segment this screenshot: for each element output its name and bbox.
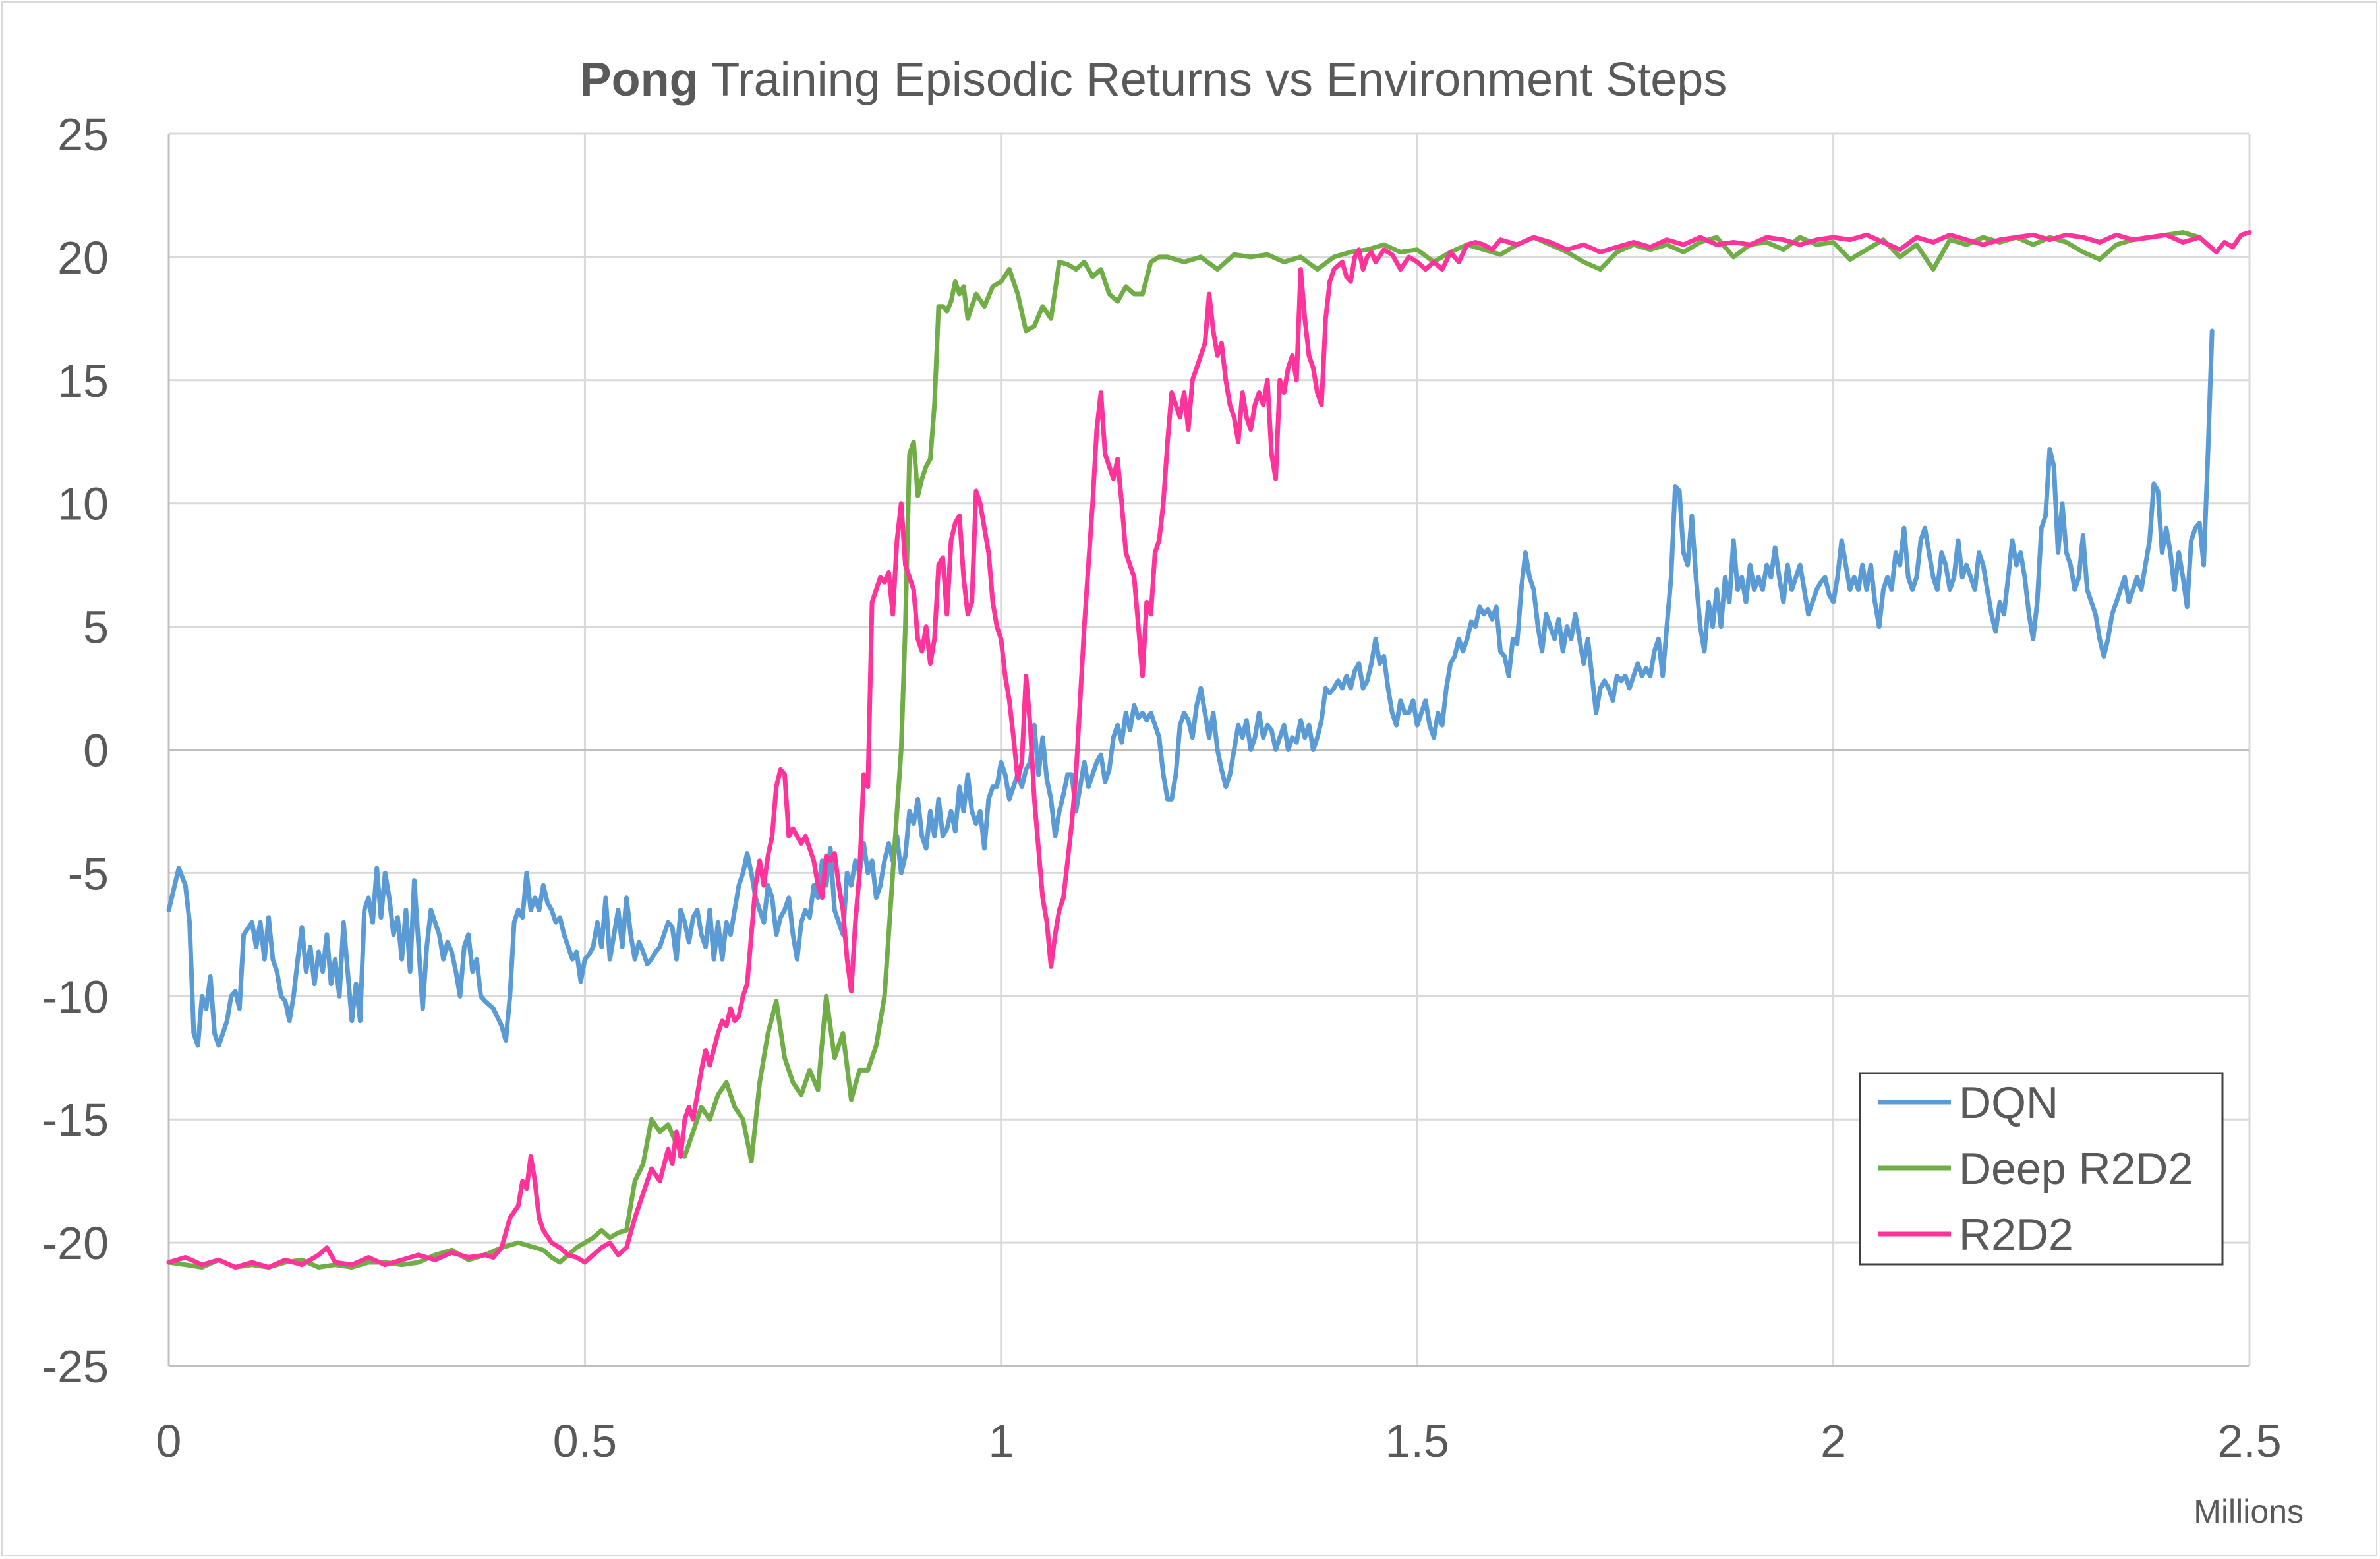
y-tick-label: -10 [42, 971, 109, 1022]
chart-title-rest: Training Episodic Returns vs Environment… [699, 53, 1727, 106]
series-lines [166, 230, 2252, 1270]
series-line-deep-r2d2 [166, 230, 2202, 1270]
y-tick-label: 10 [57, 479, 109, 530]
axes [167, 134, 2249, 1367]
y-tick-label: -5 [68, 848, 109, 899]
y-tick-label: 20 [57, 232, 109, 283]
y-tick-label: -15 [42, 1094, 109, 1146]
legend: DQN Deep R2D2 R2D2 [1859, 1072, 2224, 1266]
legend-label-dqn: DQN [1959, 1078, 2058, 1128]
x-axis-unit-label: Millions [2193, 1493, 2304, 1530]
x-tick-label: 0.5 [553, 1415, 617, 1467]
x-tick-label: 0 [156, 1415, 182, 1467]
y-tick-label: 25 [57, 109, 109, 160]
chart-title-bold: Pong [580, 53, 699, 106]
y-tick-label: 0 [83, 725, 109, 777]
x-tick-label: 1.5 [1385, 1415, 1449, 1467]
series-line-dqn [166, 328, 2215, 1048]
chart-title: Pong Training Episodic Returns vs Enviro… [580, 53, 1727, 106]
y-tick-label: -20 [42, 1218, 109, 1269]
y-tick-label: -25 [42, 1341, 109, 1392]
x-tick-label: 2 [1820, 1415, 1846, 1467]
y-tick-label: 15 [57, 355, 109, 407]
legend-label-r2d2: R2D2 [1959, 1210, 2074, 1260]
series-line-r2d2 [166, 230, 2252, 1270]
x-tick-label: 1 [988, 1415, 1014, 1467]
legend-label-deep-r2d2: Deep R2D2 [1959, 1144, 2193, 1194]
x-tick-label: 2.5 [2217, 1415, 2281, 1467]
y-tick-label: 5 [83, 602, 109, 653]
tick-labels: 25 20 15 10 5 0 -5 -10 -15 -20 -25 0 0.5 1 1.5 2 2.5 [42, 109, 2282, 1467]
